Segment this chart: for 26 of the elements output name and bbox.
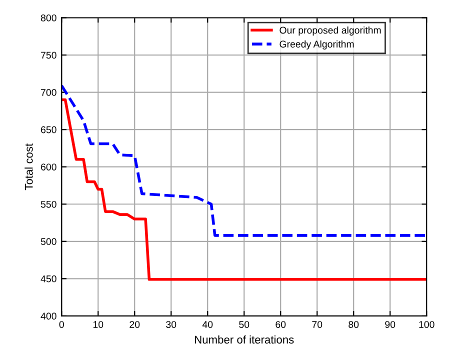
y-tick-label: 650 — [41, 126, 56, 134]
legend-label: Our proposed algorithm — [280, 26, 381, 36]
y-tick-label: 800 — [40, 14, 56, 22]
x-tick-label: 100 — [419, 321, 434, 328]
x-axis-title: Number of iterations — [195, 335, 294, 344]
y-tick-label: 600 — [41, 164, 56, 170]
x-tick-label: 70 — [312, 321, 322, 328]
x-tick-label: 30 — [166, 321, 176, 328]
y-tick-label: 750 — [41, 52, 56, 59]
x-tick-label: 50 — [239, 321, 250, 328]
y-tick-label: 700 — [41, 89, 56, 96]
y-tick-label: 400 — [40, 312, 56, 320]
line-series — [62, 98, 427, 281]
legend-label: Greedy Algorithm — [280, 40, 354, 50]
x-tick-label: 80 — [348, 321, 359, 328]
x-tick-label: 20 — [130, 321, 140, 328]
x-tick-label: 60 — [276, 321, 286, 328]
y-tick-label: 500 — [40, 238, 56, 246]
y-tick-label: 550 — [40, 200, 56, 208]
line-series — [62, 84, 427, 237]
y-tick-label: 450 — [40, 275, 56, 282]
x-tick-label: 90 — [385, 321, 396, 328]
x-tick-label: 40 — [202, 321, 213, 328]
x-tick-label: 10 — [93, 321, 104, 328]
y-axis-title: Total cost — [24, 143, 33, 190]
x-tick-label: 0 — [59, 321, 64, 328]
